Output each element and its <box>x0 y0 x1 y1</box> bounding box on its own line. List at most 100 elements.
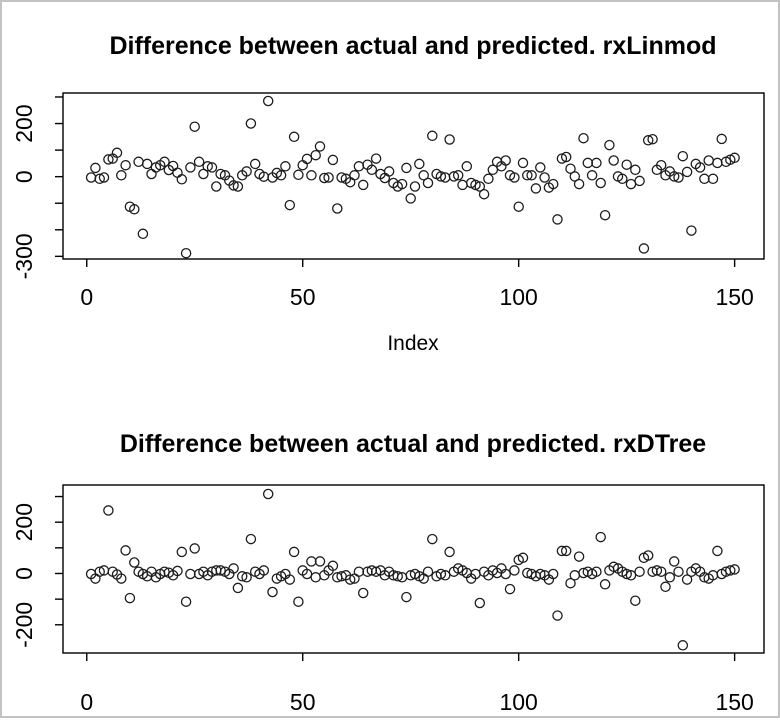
data-point <box>414 158 425 170</box>
data-point <box>116 573 127 584</box>
data-point <box>422 566 434 577</box>
data-point <box>332 203 343 214</box>
data-point <box>94 566 105 577</box>
data-point <box>595 177 606 189</box>
data-point <box>673 566 684 577</box>
data-point <box>172 565 183 577</box>
data-point <box>478 188 490 200</box>
data-point <box>262 488 274 500</box>
data-point <box>617 173 628 185</box>
data-point <box>625 178 637 190</box>
data-point <box>509 172 520 183</box>
data-point <box>660 581 671 593</box>
data-point <box>129 557 140 568</box>
data-point <box>578 132 589 144</box>
data-point <box>556 545 568 557</box>
data-point <box>176 546 188 558</box>
data-point <box>435 171 447 182</box>
data-point <box>189 543 200 554</box>
data-point <box>591 157 602 169</box>
data-point <box>444 134 455 145</box>
data-point <box>120 159 131 171</box>
data-point <box>560 151 572 163</box>
data-point <box>306 170 317 181</box>
data-point <box>241 166 252 177</box>
data-point <box>314 141 326 152</box>
data-point <box>293 596 304 607</box>
data-point <box>258 565 270 576</box>
data-point <box>444 546 455 558</box>
data-point <box>319 172 330 184</box>
data-point <box>630 164 641 176</box>
data-point <box>655 159 667 171</box>
data-point <box>638 243 650 254</box>
data-point <box>625 570 637 581</box>
data-point <box>344 574 356 585</box>
data-point <box>582 157 594 169</box>
data-point <box>288 131 300 143</box>
data-point <box>595 531 606 543</box>
data-point <box>522 170 533 181</box>
data-point <box>483 173 494 185</box>
data-point <box>608 155 619 166</box>
data-point <box>439 570 451 581</box>
data-point <box>513 201 524 212</box>
data-point <box>401 591 412 603</box>
data-point <box>288 546 300 558</box>
data-point <box>621 568 632 580</box>
data-point <box>141 158 153 170</box>
data-point <box>712 157 723 169</box>
data-point <box>275 170 287 181</box>
data-point <box>500 155 511 166</box>
data-point <box>124 592 136 604</box>
data-point <box>673 172 684 183</box>
data-points <box>85 95 740 259</box>
data-points <box>85 488 740 651</box>
data-point <box>668 556 680 567</box>
data-point <box>500 568 511 580</box>
data-point <box>457 179 468 191</box>
data-point <box>193 156 205 168</box>
data-point <box>215 168 226 180</box>
plot-box <box>62 484 765 654</box>
data-point <box>729 564 740 575</box>
plot-title: Difference between actual and predicted.… <box>109 32 716 60</box>
data-point <box>474 597 486 609</box>
y-tick-label: 200 <box>11 104 37 142</box>
axes: 0 50 100 150 200 0 -200 <box>11 484 765 715</box>
data-point <box>267 586 278 598</box>
data-point <box>349 170 360 181</box>
x-tick-label: 0 <box>80 689 93 715</box>
data-point <box>232 582 244 594</box>
data-point <box>569 171 581 182</box>
plot-title: Difference between actual and predicted.… <box>120 430 706 458</box>
data-point <box>509 565 520 576</box>
x-axis-label: Index <box>387 332 439 355</box>
data-point <box>716 133 727 145</box>
data-point <box>677 640 689 651</box>
data-point <box>301 568 313 580</box>
x-tick-label: 100 <box>499 284 537 310</box>
data-point <box>487 164 499 176</box>
data-point <box>370 153 382 164</box>
data-point <box>228 180 239 191</box>
data-point <box>668 171 680 182</box>
x-tick-label: 0 <box>80 284 93 310</box>
data-point <box>599 209 611 221</box>
data-point <box>206 162 218 173</box>
data-point <box>591 566 602 577</box>
data-point <box>552 610 563 621</box>
y-tick-label: -300 <box>11 233 37 279</box>
data-point <box>370 566 382 577</box>
data-point <box>504 583 516 595</box>
data-point <box>530 183 542 194</box>
data-point <box>129 204 140 215</box>
data-point <box>211 181 222 192</box>
data-point <box>94 173 105 185</box>
data-point <box>552 214 563 225</box>
data-point <box>547 568 559 580</box>
axes: 0 50 100 150 200 0 -300 <box>11 92 765 310</box>
data-point <box>297 159 308 171</box>
data-point <box>90 162 101 174</box>
